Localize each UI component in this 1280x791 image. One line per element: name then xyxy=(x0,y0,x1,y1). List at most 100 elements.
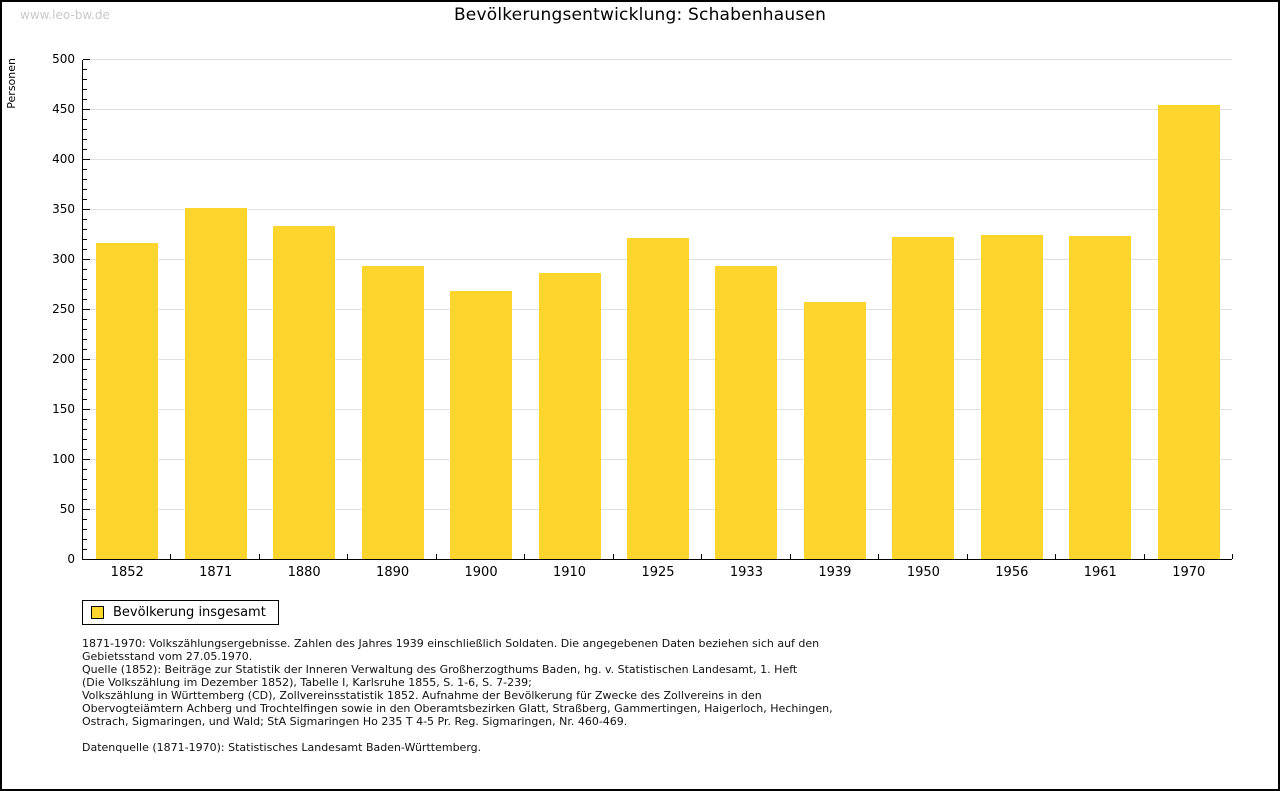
y-axis-minor-tick xyxy=(83,99,87,100)
y-axis-major-tick xyxy=(83,359,90,360)
x-axis-tick-label: 1925 xyxy=(641,565,675,580)
bar-1880 xyxy=(273,226,336,559)
x-axis-tick-label: 1970 xyxy=(1172,565,1206,580)
y-axis-tick-label: 500 xyxy=(52,52,75,66)
y-axis-tick-label: 300 xyxy=(52,252,75,266)
y-axis-tick-label: 400 xyxy=(52,152,75,166)
y-axis-major-tick xyxy=(83,59,90,60)
y-axis-minor-tick xyxy=(83,119,87,120)
y-axis-minor-tick xyxy=(83,349,87,350)
y-axis-minor-tick xyxy=(83,399,87,400)
y-axis-minor-tick xyxy=(83,249,87,250)
y-axis-tick-label: 100 xyxy=(52,452,75,466)
x-axis-tick-label: 1939 xyxy=(818,565,852,580)
y-axis-minor-tick xyxy=(83,429,87,430)
y-axis-minor-tick xyxy=(83,439,87,440)
y-axis-tick-label: 50 xyxy=(59,502,75,516)
x-axis-tick xyxy=(878,554,880,559)
y-gridline xyxy=(83,209,1232,210)
footnote-line: Gebietsstand vom 27.05.1970. xyxy=(82,650,253,663)
y-axis-minor-tick xyxy=(83,319,87,320)
y-gridline xyxy=(83,59,1232,60)
y-axis-tick-label: 350 xyxy=(52,202,75,216)
y-axis-minor-tick xyxy=(83,269,87,270)
y-axis-minor-tick xyxy=(83,479,87,480)
x-axis-tick-label: 1900 xyxy=(464,565,498,580)
y-axis-minor-tick xyxy=(83,519,87,520)
y-axis-major-tick xyxy=(83,109,90,110)
footnote-line: Volkszählung in Württemberg (CD), Zollve… xyxy=(82,689,762,702)
footnote-line: 1871-1970: Volkszählungsergebnisse. Zahl… xyxy=(82,637,820,650)
y-axis-minor-tick xyxy=(83,289,87,290)
y-axis-minor-tick xyxy=(83,369,87,370)
x-axis-tick xyxy=(789,554,791,559)
footnote-line: Ostrach, Sigmaringen, und Wald; StA Sigm… xyxy=(82,715,628,728)
y-axis-minor-tick xyxy=(83,279,87,280)
y-axis-major-tick xyxy=(83,209,90,210)
y-axis-minor-tick xyxy=(83,179,87,180)
footnote-line: Obervogteiämtern Achberg und Trochtelfin… xyxy=(82,702,833,715)
y-axis-major-tick xyxy=(83,509,90,510)
x-axis-tick xyxy=(966,554,968,559)
bar-1925 xyxy=(627,238,689,559)
y-axis-minor-tick xyxy=(83,469,87,470)
bar-1871 xyxy=(184,208,247,559)
y-axis-minor-tick xyxy=(83,169,87,170)
y-axis-tick-label: 250 xyxy=(52,302,75,316)
y-axis-tick-label: 0 xyxy=(67,552,75,566)
y-axis-major-tick xyxy=(83,409,90,410)
plot-area: 0 50 100 150 200 250 300 350 400 450 500 1852 1871 18… xyxy=(52,52,1233,580)
x-axis-tick xyxy=(258,554,260,559)
x-axis-tick-label: 1933 xyxy=(729,565,763,580)
y-axis-minor-tick xyxy=(83,79,87,80)
footnote-line: (Die Volkszählung im Dezember 1852), Tab… xyxy=(82,676,532,689)
x-axis-tick xyxy=(612,554,614,559)
y-gridline xyxy=(83,159,1232,160)
y-axis-major-tick xyxy=(83,159,90,160)
site-watermark: www.leo-bw.de xyxy=(20,8,110,22)
x-axis-tick-label: 1956 xyxy=(995,565,1029,580)
y-axis-minor-tick xyxy=(83,529,87,530)
x-axis-tick xyxy=(1232,554,1233,559)
y-axis-major-tick xyxy=(83,459,90,460)
y-axis-minor-tick xyxy=(83,329,87,330)
y-axis-minor-tick xyxy=(83,449,87,450)
bar-1961 xyxy=(1069,236,1132,559)
y-axis-minor-tick xyxy=(83,389,87,390)
x-axis-tick xyxy=(701,554,703,559)
bar-1890 xyxy=(361,266,424,559)
chart-title: Bevölkerungsentwicklung: Schabenhausen xyxy=(453,5,827,25)
x-axis-tick-label: 1871 xyxy=(199,565,233,580)
y-axis-minor-tick xyxy=(83,239,87,240)
x-axis-tick xyxy=(170,554,172,559)
y-axis-tick-label: 450 xyxy=(52,102,75,116)
footnote-line: Quelle (1852): Beiträge zur Statistik de… xyxy=(82,663,798,676)
bar-1950 xyxy=(892,237,955,559)
y-axis-minor-tick xyxy=(83,229,87,230)
y-axis-minor-tick xyxy=(83,539,87,540)
y-axis-minor-tick xyxy=(83,379,87,380)
x-axis-tick xyxy=(435,554,437,559)
y-axis-minor-tick xyxy=(83,129,87,130)
y-axis-minor-tick xyxy=(83,219,87,220)
y-axis-tick-label: 150 xyxy=(52,402,75,416)
x-axis-tick-label: 1950 xyxy=(906,565,940,580)
bar-1956 xyxy=(980,235,1043,559)
y-axis-minor-tick xyxy=(83,419,87,420)
x-axis-tick-label: 1852 xyxy=(110,565,144,580)
bar-1900 xyxy=(450,291,513,559)
footnotes: 1871-1970: Volkszählungsergebnisse. Zahl… xyxy=(82,637,833,754)
x-axis-tick xyxy=(1055,554,1057,559)
x-axis-tick-label: 1880 xyxy=(287,565,321,580)
datasource-line: Datenquelle (1871-1970): Statistisches L… xyxy=(82,741,482,754)
y-axis-major-tick xyxy=(83,259,90,260)
bar-1933 xyxy=(715,266,778,559)
y-axis-minor-tick xyxy=(83,299,87,300)
legend-label: Bevölkerung insgesamt xyxy=(113,605,266,620)
y-axis-minor-tick xyxy=(83,149,87,150)
y-axis-minor-tick xyxy=(83,199,87,200)
y-axis-minor-tick xyxy=(83,489,87,490)
x-axis-tick-label: 1910 xyxy=(552,565,587,580)
y-axis-minor-tick xyxy=(83,339,87,340)
